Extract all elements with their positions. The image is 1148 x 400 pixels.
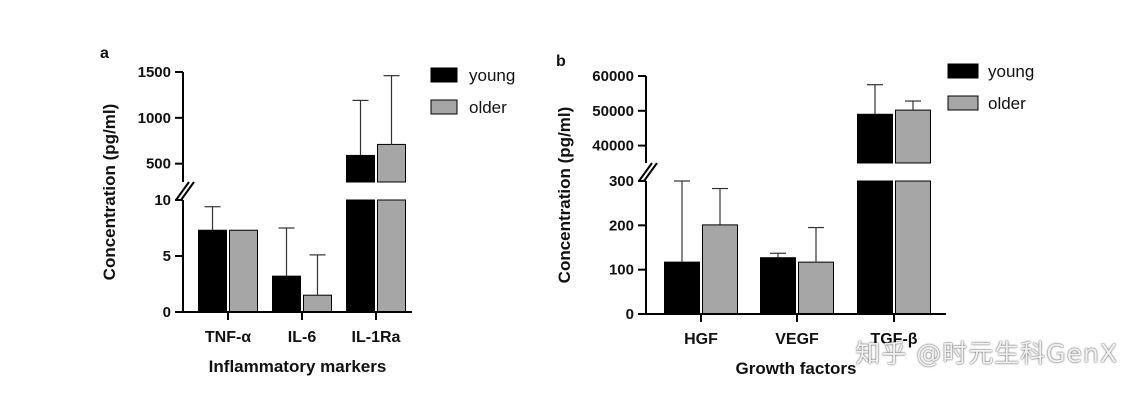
bar-older-1: [798, 261, 834, 315]
y-tick-label-40000: 40000: [592, 138, 634, 155]
legend-swatch-young: [947, 63, 979, 79]
legend-label-older: older: [988, 94, 1026, 113]
bar-older-2-upper: [895, 109, 931, 164]
x-tick-label-1: VEGF: [775, 331, 819, 348]
axis-break-mark-2: [180, 181, 195, 201]
legend-swatch-older: [430, 99, 458, 115]
y-tick-label-500: 500: [146, 156, 171, 173]
bar-older-2-lower: [895, 180, 931, 315]
y-tick-label-60000: 60000: [592, 68, 634, 85]
panel-b-growth-factors-chart: b 0 100 200 300 40000 50000 60000 HGF VEGF TGF-β C…: [555, 53, 1034, 378]
legend-label-older: older: [469, 98, 507, 117]
legend-label-young: young: [469, 66, 515, 85]
x-tick-label-1: IL-6: [288, 329, 317, 346]
watermark: 知乎 @时元生科GenX: [855, 339, 1118, 368]
y-axis-title: Concentration (pg/ml): [100, 104, 119, 281]
axis-break-mark-1: [175, 181, 190, 201]
bar-young-2-upper: [857, 113, 893, 164]
y-tick-label-1500: 1500: [138, 64, 171, 81]
x-tick-label-2: TGF-β: [870, 331, 917, 348]
y-axis-title: Concentration (pg/ml): [555, 107, 574, 284]
x-tick-label-2: IL-1Ra: [352, 329, 401, 346]
panel-a-inflammatory-markers-chart: a 0 5 10 500 1000 1500 TNF-α IL-6 IL-1Ra Concentr…: [100, 45, 515, 376]
y-tick-label-300: 300: [609, 173, 634, 190]
bar-young-2-upper: [346, 154, 375, 183]
y-tick-label-10: 10: [154, 192, 171, 209]
axis-break-mark-1: [638, 162, 653, 182]
bar-young-2-lower: [857, 180, 893, 315]
legend-label-young: young: [988, 62, 1034, 81]
bar-older-0: [702, 224, 738, 315]
x-axis-title: Growth factors: [736, 359, 857, 378]
axis-break-mark-2: [643, 162, 658, 182]
x-tick-label-0: HGF: [684, 331, 718, 348]
bar-young-1: [272, 275, 301, 313]
bar-young-1: [760, 257, 796, 315]
y-tick-label-5: 5: [163, 248, 171, 265]
legend-swatch-older: [947, 95, 979, 111]
panel-a-label: a: [100, 45, 109, 62]
bar-young-2-lower: [346, 199, 375, 313]
y-tick-label-0: 0: [163, 304, 171, 321]
bar-older-0: [229, 229, 258, 313]
bar-older-1: [303, 294, 332, 313]
x-axis-title: Inflammatory markers: [209, 357, 387, 376]
bar-young-0: [664, 261, 700, 315]
y-tick-label-100: 100: [609, 262, 634, 279]
y-tick-label-0: 0: [626, 306, 634, 323]
x-tick-label-0: TNF-α: [205, 329, 251, 346]
bar-older-2-upper: [377, 143, 406, 183]
bar-young-0: [198, 229, 227, 313]
y-tick-label-200: 200: [609, 217, 634, 234]
bar-older-2-lower: [377, 199, 406, 313]
y-tick-label-1000: 1000: [138, 110, 171, 127]
legend-swatch-young: [430, 67, 458, 83]
panel-b-label: b: [556, 53, 566, 70]
y-tick-label-50000: 50000: [592, 103, 634, 120]
